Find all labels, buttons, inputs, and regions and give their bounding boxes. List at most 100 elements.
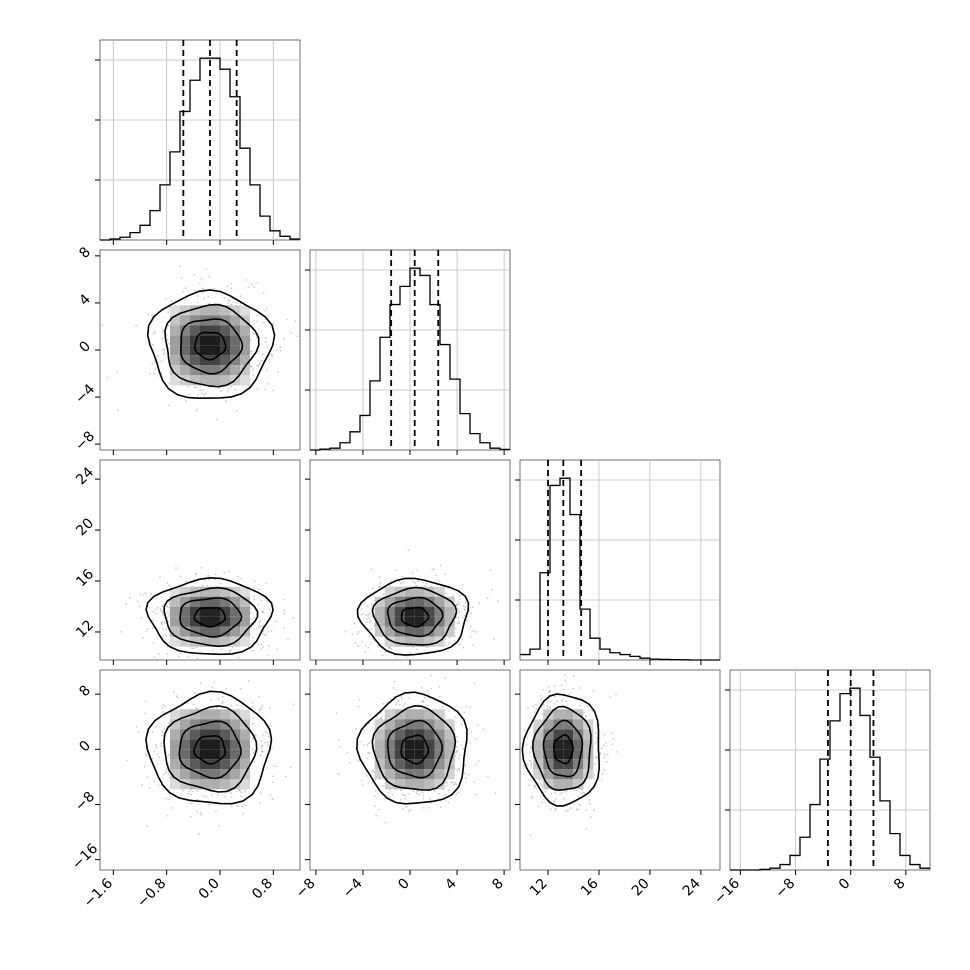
sample-point	[610, 743, 613, 746]
density-cell	[374, 606, 385, 617]
sample-point	[402, 581, 405, 584]
density-cell	[404, 586, 415, 597]
sample-point	[415, 792, 418, 795]
density-cell	[533, 719, 544, 730]
sample-point	[279, 345, 282, 348]
sample-point	[262, 353, 264, 356]
density-cell	[394, 606, 405, 617]
sample-point	[375, 789, 377, 792]
sample-point	[357, 759, 360, 762]
sample-point	[379, 712, 382, 715]
density-cell	[170, 749, 180, 760]
sample-point	[553, 685, 556, 688]
density-cell	[583, 729, 594, 740]
sample-point	[198, 282, 201, 285]
sample-point	[239, 789, 241, 792]
sample-point	[142, 594, 145, 596]
density-cell	[414, 606, 425, 617]
density-cell	[180, 315, 190, 326]
xtick-label: 16	[578, 875, 602, 899]
density-cell	[190, 365, 200, 376]
sample-point	[264, 341, 267, 343]
sample-point	[161, 605, 164, 608]
sample-point	[224, 400, 227, 403]
sample-point	[583, 712, 585, 714]
sample-point	[456, 740, 459, 743]
sample-point	[217, 794, 220, 797]
sample-point	[493, 638, 496, 640]
density-cell	[210, 779, 220, 790]
sample-point	[534, 784, 537, 787]
sample-point	[265, 633, 268, 636]
sample-point	[264, 309, 267, 312]
sample-point	[477, 724, 479, 727]
sample-point	[398, 580, 401, 583]
sample-point	[471, 606, 474, 609]
sample-point	[195, 408, 198, 411]
sample-point	[361, 640, 363, 643]
sample-point	[494, 792, 497, 794]
sample-point	[411, 580, 414, 582]
sample-point	[151, 758, 154, 760]
sample-point	[161, 337, 163, 339]
sample-point	[224, 795, 227, 798]
sample-point	[369, 714, 372, 716]
sample-point	[615, 693, 617, 696]
sample-point	[275, 620, 278, 623]
sample-point	[187, 655, 190, 658]
density-cell	[200, 779, 210, 790]
sample-point	[138, 605, 141, 608]
sample-point	[161, 731, 164, 734]
sample-point	[196, 657, 199, 660]
sample-point	[366, 775, 368, 777]
sample-point	[370, 568, 373, 571]
sample-point	[548, 690, 551, 693]
sample-point	[236, 704, 238, 707]
density-cell	[543, 719, 554, 730]
contour-1	[178, 720, 242, 780]
sample-point	[464, 614, 466, 617]
sample-point	[167, 773, 170, 775]
density-cell	[434, 719, 445, 730]
density-cell	[220, 355, 230, 366]
sample-point	[382, 593, 385, 595]
density-cell	[190, 616, 200, 627]
density-cell	[374, 769, 385, 780]
sample-point	[266, 307, 268, 309]
sample-point	[270, 630, 273, 633]
hist-frame-3	[729, 669, 931, 871]
sample-point	[553, 702, 556, 705]
sample-point	[196, 810, 199, 813]
density-cell	[200, 729, 210, 740]
density-cell	[210, 616, 220, 627]
density-cell	[533, 739, 544, 750]
density-cell	[200, 375, 210, 386]
sample-point	[466, 620, 468, 622]
sample-point	[144, 592, 147, 595]
sample-point	[475, 631, 477, 633]
sample-point	[457, 617, 460, 620]
density-cell	[583, 749, 594, 760]
sample-point	[141, 783, 144, 786]
sample-point	[249, 660, 251, 662]
density-cell	[424, 749, 435, 760]
sample-point	[259, 619, 262, 622]
density-cell	[200, 345, 210, 356]
density-cell	[543, 739, 554, 750]
sample-point	[229, 299, 232, 302]
sample-point	[164, 622, 166, 625]
sample-point	[252, 717, 255, 719]
sample-point	[190, 815, 192, 818]
density-cell	[170, 636, 180, 647]
sample-point	[464, 764, 467, 767]
sample-point	[165, 298, 168, 300]
sample-point	[337, 738, 340, 741]
sample-point	[460, 744, 463, 747]
sample-point	[585, 809, 588, 811]
sample-point	[409, 651, 412, 654]
ytick-label: 0	[76, 738, 94, 756]
sample-point	[260, 740, 263, 743]
sample-point	[195, 572, 197, 575]
density-cell	[374, 759, 385, 770]
sample-point	[458, 603, 460, 605]
